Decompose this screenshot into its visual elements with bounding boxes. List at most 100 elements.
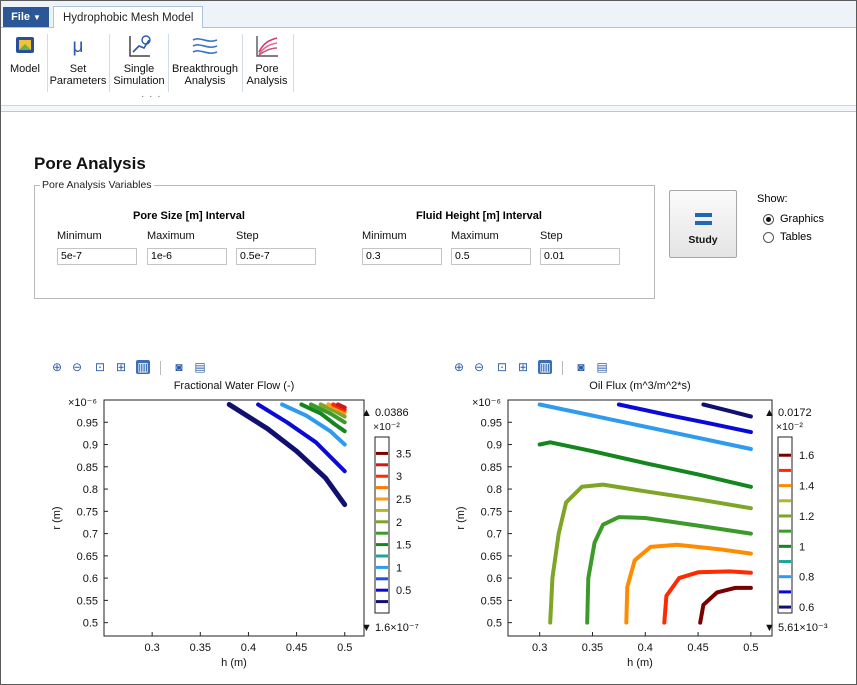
zoom-out-icon[interactable]: ⊖	[71, 360, 83, 374]
menu-bar: File ▼ Hydrophobic Mesh Model	[1, 1, 856, 29]
contour-line-7	[326, 402, 347, 415]
mu-icon: μ	[73, 36, 84, 57]
zoom-out-icon[interactable]: ⊖	[473, 360, 485, 374]
zoom-in-icon[interactable]: ⊕	[51, 360, 63, 374]
color-legend-icon[interactable]: ▥	[538, 360, 552, 374]
y-axis-label: r (m)	[51, 506, 63, 529]
fractional-water-flow-plot: Fractional Water Flow (-) 0.3 0.35 0.4 0.45 0…	[51, 380, 419, 669]
x-tick-label: 0.45	[687, 642, 708, 654]
y-tick-label: 0.65	[481, 551, 502, 563]
y-tick-label: 0.5	[487, 618, 502, 630]
contour-line-2	[616, 402, 753, 435]
contour-line-3	[701, 402, 753, 419]
print-icon[interactable]: ▤	[194, 360, 206, 374]
pore-analysis-label-2: Analysis	[246, 75, 288, 87]
colorbar-max-label: ▲ 0.0172	[764, 407, 812, 419]
pore-analysis-variables-group	[34, 185, 655, 299]
ribbon-more-indicator[interactable]: · · ·	[141, 91, 162, 102]
study-button-label: Study	[688, 234, 718, 246]
pore-step-input[interactable]: 0.5e-7	[236, 248, 316, 265]
ribbon-separator	[293, 34, 294, 92]
colorbar-frame	[374, 436, 390, 614]
y-tick-label: 0.7	[487, 529, 502, 541]
plot-toolbar-left: ⊕ ⊖ ⊡ ⊞ ▥ ◙ ▤	[50, 360, 210, 376]
graphics-radio[interactable]	[763, 214, 774, 225]
fluid-step-input[interactable]: 0.01	[540, 248, 620, 265]
colorbar-tick-label: 0.5	[396, 585, 411, 597]
y-tick-label: 0.95	[77, 417, 98, 429]
single-simulation-button[interactable]: Single Simulation	[111, 32, 167, 87]
set-parameters-button[interactable]: μ Set Parameters	[49, 32, 107, 87]
contour-line-1	[537, 402, 753, 451]
colorbar-tick-label: 3.5	[396, 448, 411, 460]
colorbar-tick-label: 1	[396, 562, 402, 574]
zoom-box-icon[interactable]: ⊡	[94, 360, 106, 374]
y-multiplier-label: ×10⁻⁶	[472, 397, 501, 409]
y-axis-label: r (m)	[455, 506, 467, 529]
x-tick-label: 0.4	[241, 642, 256, 654]
x-tick-label: 0.3	[532, 642, 547, 654]
pore-max-label: Maximum	[147, 230, 195, 242]
zoom-box-icon[interactable]: ⊡	[496, 360, 508, 374]
pore-analysis-button[interactable]: Pore Analysis	[244, 32, 290, 87]
zoom-in-icon[interactable]: ⊕	[453, 360, 465, 374]
graphics-radio-label: Graphics	[780, 213, 825, 225]
pore-analysis-icon	[256, 36, 278, 57]
contour-line-3	[280, 402, 347, 447]
y-tick-label: 0.65	[77, 551, 98, 563]
zoom-extents-icon[interactable]: ⊞	[517, 360, 529, 374]
colorbar-tick-label: 1.6	[799, 450, 814, 462]
fluid-max-input[interactable]: 0.5	[451, 248, 531, 265]
study-button[interactable]: Study	[669, 190, 737, 258]
y-tick-label: 0.75	[481, 506, 502, 518]
y-tick-label: 0.85	[77, 462, 98, 474]
model-button[interactable]: Model	[7, 32, 43, 75]
color-legend-icon[interactable]: ▥	[136, 360, 150, 374]
colorbar-max-label: ▲ 0.0386	[361, 407, 409, 419]
x-axis-label: h (m)	[627, 657, 653, 669]
tab-hydrophobic-mesh-model[interactable]: Hydrophobic Mesh Model	[53, 6, 204, 29]
pore-min-label: Minimum	[57, 230, 102, 242]
ribbon-separator	[47, 34, 48, 92]
y-tick-label: 0.8	[83, 484, 98, 496]
contour-line-9	[336, 402, 347, 410]
pore-min-input[interactable]: 5e-7	[57, 248, 137, 265]
fluid-step-label: Step	[540, 230, 563, 242]
set-parameters-label-1: Set	[69, 63, 87, 75]
equals-icon	[695, 213, 712, 227]
x-tick-label: 0.5	[743, 642, 758, 654]
camera-icon[interactable]: ◙	[175, 360, 183, 374]
camera-icon[interactable]: ◙	[577, 360, 585, 374]
colorbar-tick-label: 0.6	[799, 602, 814, 614]
show-label: Show:	[757, 193, 788, 205]
y-tick-label: 0.55	[481, 595, 502, 607]
pore-max-input[interactable]: 1e-6	[147, 248, 227, 265]
plot-title: Fractional Water Flow (-)	[174, 380, 295, 392]
chevron-down-icon: ▼	[33, 13, 41, 22]
tables-radio-label: Tables	[780, 231, 812, 243]
y-tick-label: 0.85	[481, 462, 502, 474]
y-tick-label: 0.7	[83, 529, 98, 541]
file-menu-button[interactable]: File ▼	[3, 7, 49, 27]
print-icon[interactable]: ▤	[596, 360, 608, 374]
colorbar-multiplier: ×10⁻²	[776, 421, 803, 433]
y-multiplier-label: ×10⁻⁶	[68, 397, 97, 409]
oil-flux-plot: Oil Flux (m^3/m^2*s) 0.3 0.35 0.4 0.45 0.5 0.5…	[455, 380, 828, 669]
plot-area	[103, 399, 365, 637]
colorbar-tick-label: 3	[396, 471, 402, 483]
y-tick-label: 0.8	[487, 484, 502, 496]
pore-size-heading: Pore Size [m] Interval	[133, 210, 245, 222]
y-tick-label: 0.9	[487, 440, 502, 452]
zoom-extents-icon[interactable]: ⊞	[115, 360, 127, 374]
colorbar-multiplier: ×10⁻²	[373, 421, 400, 433]
y-tick-label: 0.6	[83, 573, 98, 585]
breakthrough-label-2: Analysis	[184, 75, 226, 87]
tables-radio[interactable]	[763, 232, 774, 243]
contour-line-6	[585, 515, 753, 625]
breakthrough-analysis-button[interactable]: Breakthrough Analysis	[170, 32, 240, 87]
file-menu-label: File	[11, 11, 31, 23]
y-tick-label: 0.6	[487, 573, 502, 585]
group-title: Pore Analysis Variables	[40, 179, 154, 191]
fluid-min-input[interactable]: 0.3	[362, 248, 442, 265]
contour-line-4	[537, 440, 753, 489]
